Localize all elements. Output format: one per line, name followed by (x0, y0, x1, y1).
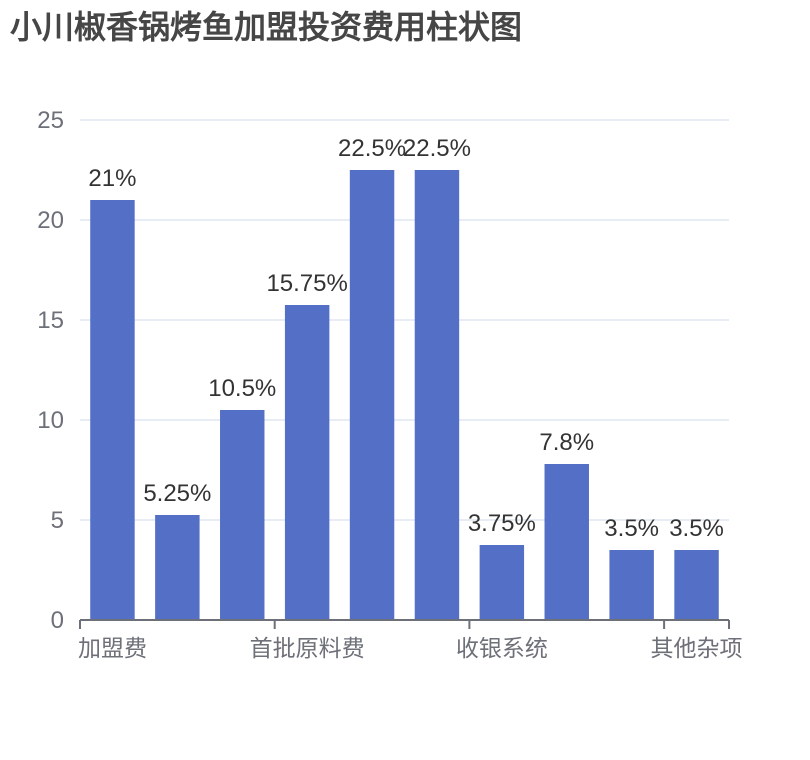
bar-value-label: 15.75% (266, 270, 347, 297)
x-axis-category-label: 首批原料费 (250, 635, 365, 661)
chart-title: 小川椒香锅烤鱼加盟投资费用柱状图 (10, 9, 523, 45)
y-axis-labels: 0 5 10 15 20 25 (37, 107, 64, 634)
bar-value-label: 10.5% (208, 375, 276, 402)
bar[interactable] (90, 200, 135, 620)
bar[interactable] (349, 170, 395, 620)
bar[interactable] (544, 464, 589, 620)
bars (90, 170, 719, 620)
bar-value-label: 22.5% (403, 135, 471, 162)
bar-value-label: 5.25% (143, 480, 211, 507)
x-axis (79, 619, 730, 629)
bar[interactable] (284, 305, 330, 620)
y-axis-tick-label: 15 (37, 307, 64, 334)
bar-value-label: 22.5% (338, 135, 406, 162)
bar-value-label: 21% (88, 165, 136, 192)
value-labels: 21% 5.25% 10.5% 15.75% 22.5%22.5% 3.75% 7.8% 3.… (88, 135, 723, 542)
x-axis-category-label: 其他杂项 (651, 635, 743, 661)
bar-value-label: 3.5% (604, 515, 659, 542)
y-axis-tick-label: 25 (37, 107, 64, 134)
y-axis-tick-label: 5 (51, 507, 64, 534)
x-axis-labels: 加盟费 首批原料费 收银系统 其他杂项 (78, 635, 743, 661)
bar[interactable] (155, 515, 200, 620)
bar[interactable] (220, 410, 265, 620)
bar-value-label: 7.8% (539, 429, 594, 456)
bar-value-label: 3.5% (669, 515, 724, 542)
y-axis-tick-label: 10 (37, 407, 64, 434)
bar[interactable] (674, 550, 719, 620)
x-axis-category-label: 加盟费 (78, 635, 147, 661)
bar[interactable] (479, 545, 525, 620)
grid-lines (80, 119, 729, 521)
bar[interactable] (414, 170, 460, 620)
x-axis-category-label: 收银系统 (456, 635, 548, 661)
bar-value-label: 3.75% (468, 510, 536, 537)
y-axis-tick-label: 0 (51, 607, 64, 634)
bar[interactable] (609, 550, 654, 620)
y-axis-tick-label: 20 (37, 207, 64, 234)
